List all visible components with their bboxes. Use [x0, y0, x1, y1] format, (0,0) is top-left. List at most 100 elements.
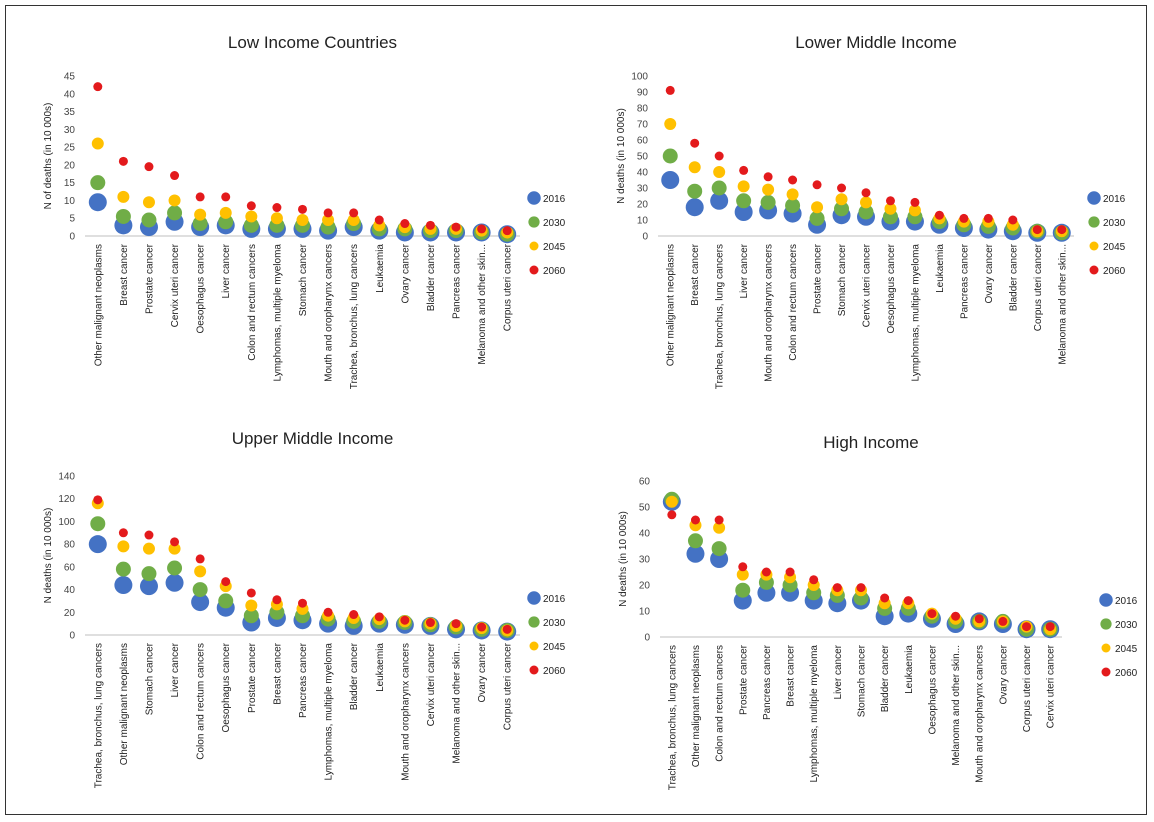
point-2060: [374, 215, 384, 225]
point-2030: [735, 582, 751, 598]
y-tick-label: 40: [64, 585, 76, 596]
category-label: Liver cancer: [170, 642, 181, 697]
point-2060: [451, 222, 461, 232]
point-2060: [118, 528, 128, 538]
point-2016: [686, 544, 705, 563]
category-label: Leukaemia: [935, 244, 946, 293]
y-axis-label: N deaths (in 10 000s): [43, 508, 54, 604]
category-label: Lymphomas, multiple myeloma: [272, 244, 283, 382]
point-2045: [786, 188, 799, 201]
point-2045: [117, 190, 130, 203]
point-2060: [118, 156, 128, 166]
point-2060: [861, 188, 871, 198]
point-2045: [194, 565, 207, 578]
category-label: Lymphomas, multiple myeloma: [910, 244, 921, 382]
point-2016: [88, 193, 107, 212]
point-2045: [117, 540, 130, 553]
point-2060: [910, 197, 920, 207]
point-2060: [451, 619, 461, 629]
point-2060: [1008, 215, 1018, 225]
point-2060: [903, 596, 913, 606]
point-2060: [788, 175, 798, 185]
point-2060: [880, 593, 890, 603]
point-2030: [760, 194, 776, 210]
point-2045: [168, 194, 181, 207]
point-2045: [168, 542, 181, 555]
point-2060: [1032, 225, 1042, 235]
y-tick-label: 10: [639, 607, 651, 618]
legend-label: 2060: [543, 666, 566, 677]
point-2060: [785, 567, 795, 577]
category-label: Pancreas cancer: [298, 642, 309, 718]
legend-marker-2045: [1101, 643, 1111, 653]
category-label: Trachea, bronchus, lung cancers: [715, 244, 726, 389]
point-2060: [812, 180, 822, 190]
legend-marker-2045: [529, 241, 539, 251]
legend-marker-2060: [529, 665, 539, 675]
y-tick-label: 45: [64, 72, 76, 83]
category-label: Prostate cancer: [247, 642, 258, 713]
legend-label: 2045: [1115, 644, 1138, 655]
point-2060: [349, 610, 359, 620]
point-2045: [664, 118, 677, 130]
category-label: Cervix uteri cancer: [1046, 644, 1057, 728]
point-2016: [661, 171, 680, 189]
category-label: Leukaemia: [375, 643, 386, 692]
category-label: Mouth and oropharynx cancers: [324, 244, 335, 382]
point-2030: [141, 566, 157, 582]
point-2060: [400, 219, 410, 229]
point-2045: [835, 193, 848, 206]
point-2030: [809, 210, 825, 226]
legend-marker-2016: [527, 191, 541, 205]
point-2060: [246, 588, 256, 598]
y-tick-label: 10: [637, 216, 649, 227]
category-label: Stomach cancer: [837, 243, 848, 316]
legend-marker-2016: [1087, 191, 1101, 205]
y-tick-label: 30: [64, 125, 76, 136]
point-2016: [139, 577, 158, 596]
y-tick-label: 0: [642, 232, 648, 243]
point-2060: [323, 208, 333, 218]
y-tick-label: 0: [69, 631, 75, 642]
point-2060: [272, 203, 282, 213]
category-label: Leukaemia: [904, 645, 915, 694]
category-label: Liver cancer: [739, 243, 750, 298]
y-tick-label: 30: [637, 184, 649, 195]
point-2045: [245, 210, 258, 223]
legend-label: 2016: [1103, 194, 1126, 205]
point-2060: [93, 82, 103, 92]
category-label: Bladder cancer: [426, 243, 437, 311]
category-label: Stomach cancer: [857, 644, 868, 717]
point-2030: [167, 205, 183, 221]
y-tick-label: 50: [637, 152, 649, 163]
point-2060: [856, 583, 866, 593]
point-2060: [323, 607, 333, 617]
category-label: Ovary cancer: [984, 243, 995, 303]
point-2060: [714, 515, 724, 525]
chart-panel-2: Lower Middle Income010203040506070809010…: [616, 33, 1126, 389]
point-2060: [298, 204, 307, 214]
point-2030: [687, 183, 703, 199]
point-2060: [425, 220, 435, 230]
category-label: Lymphomas, multiple myeloma: [809, 645, 820, 783]
y-tick-label: 20: [637, 200, 649, 211]
point-2045: [245, 599, 258, 612]
y-tick-label: 70: [637, 120, 649, 131]
legend-label: 2030: [543, 618, 566, 629]
category-label: Melanoma and other skin...: [452, 643, 463, 764]
point-2045: [737, 180, 750, 193]
point-2060: [934, 210, 944, 220]
point-2030: [192, 582, 208, 598]
category-label: Prostate cancer: [813, 243, 824, 314]
legend-label: 2060: [1115, 668, 1138, 679]
point-2060: [665, 85, 675, 95]
legend-marker-2016: [527, 591, 541, 605]
y-tick-label: 40: [639, 529, 651, 540]
legend-label: 2030: [543, 218, 566, 229]
point-2060: [763, 172, 773, 182]
y-tick-label: 50: [639, 503, 651, 514]
chart-title: Low Income Countries: [228, 33, 397, 52]
y-tick-label: 35: [64, 107, 76, 118]
y-tick-label: 60: [639, 477, 651, 488]
point-2060: [477, 622, 487, 632]
